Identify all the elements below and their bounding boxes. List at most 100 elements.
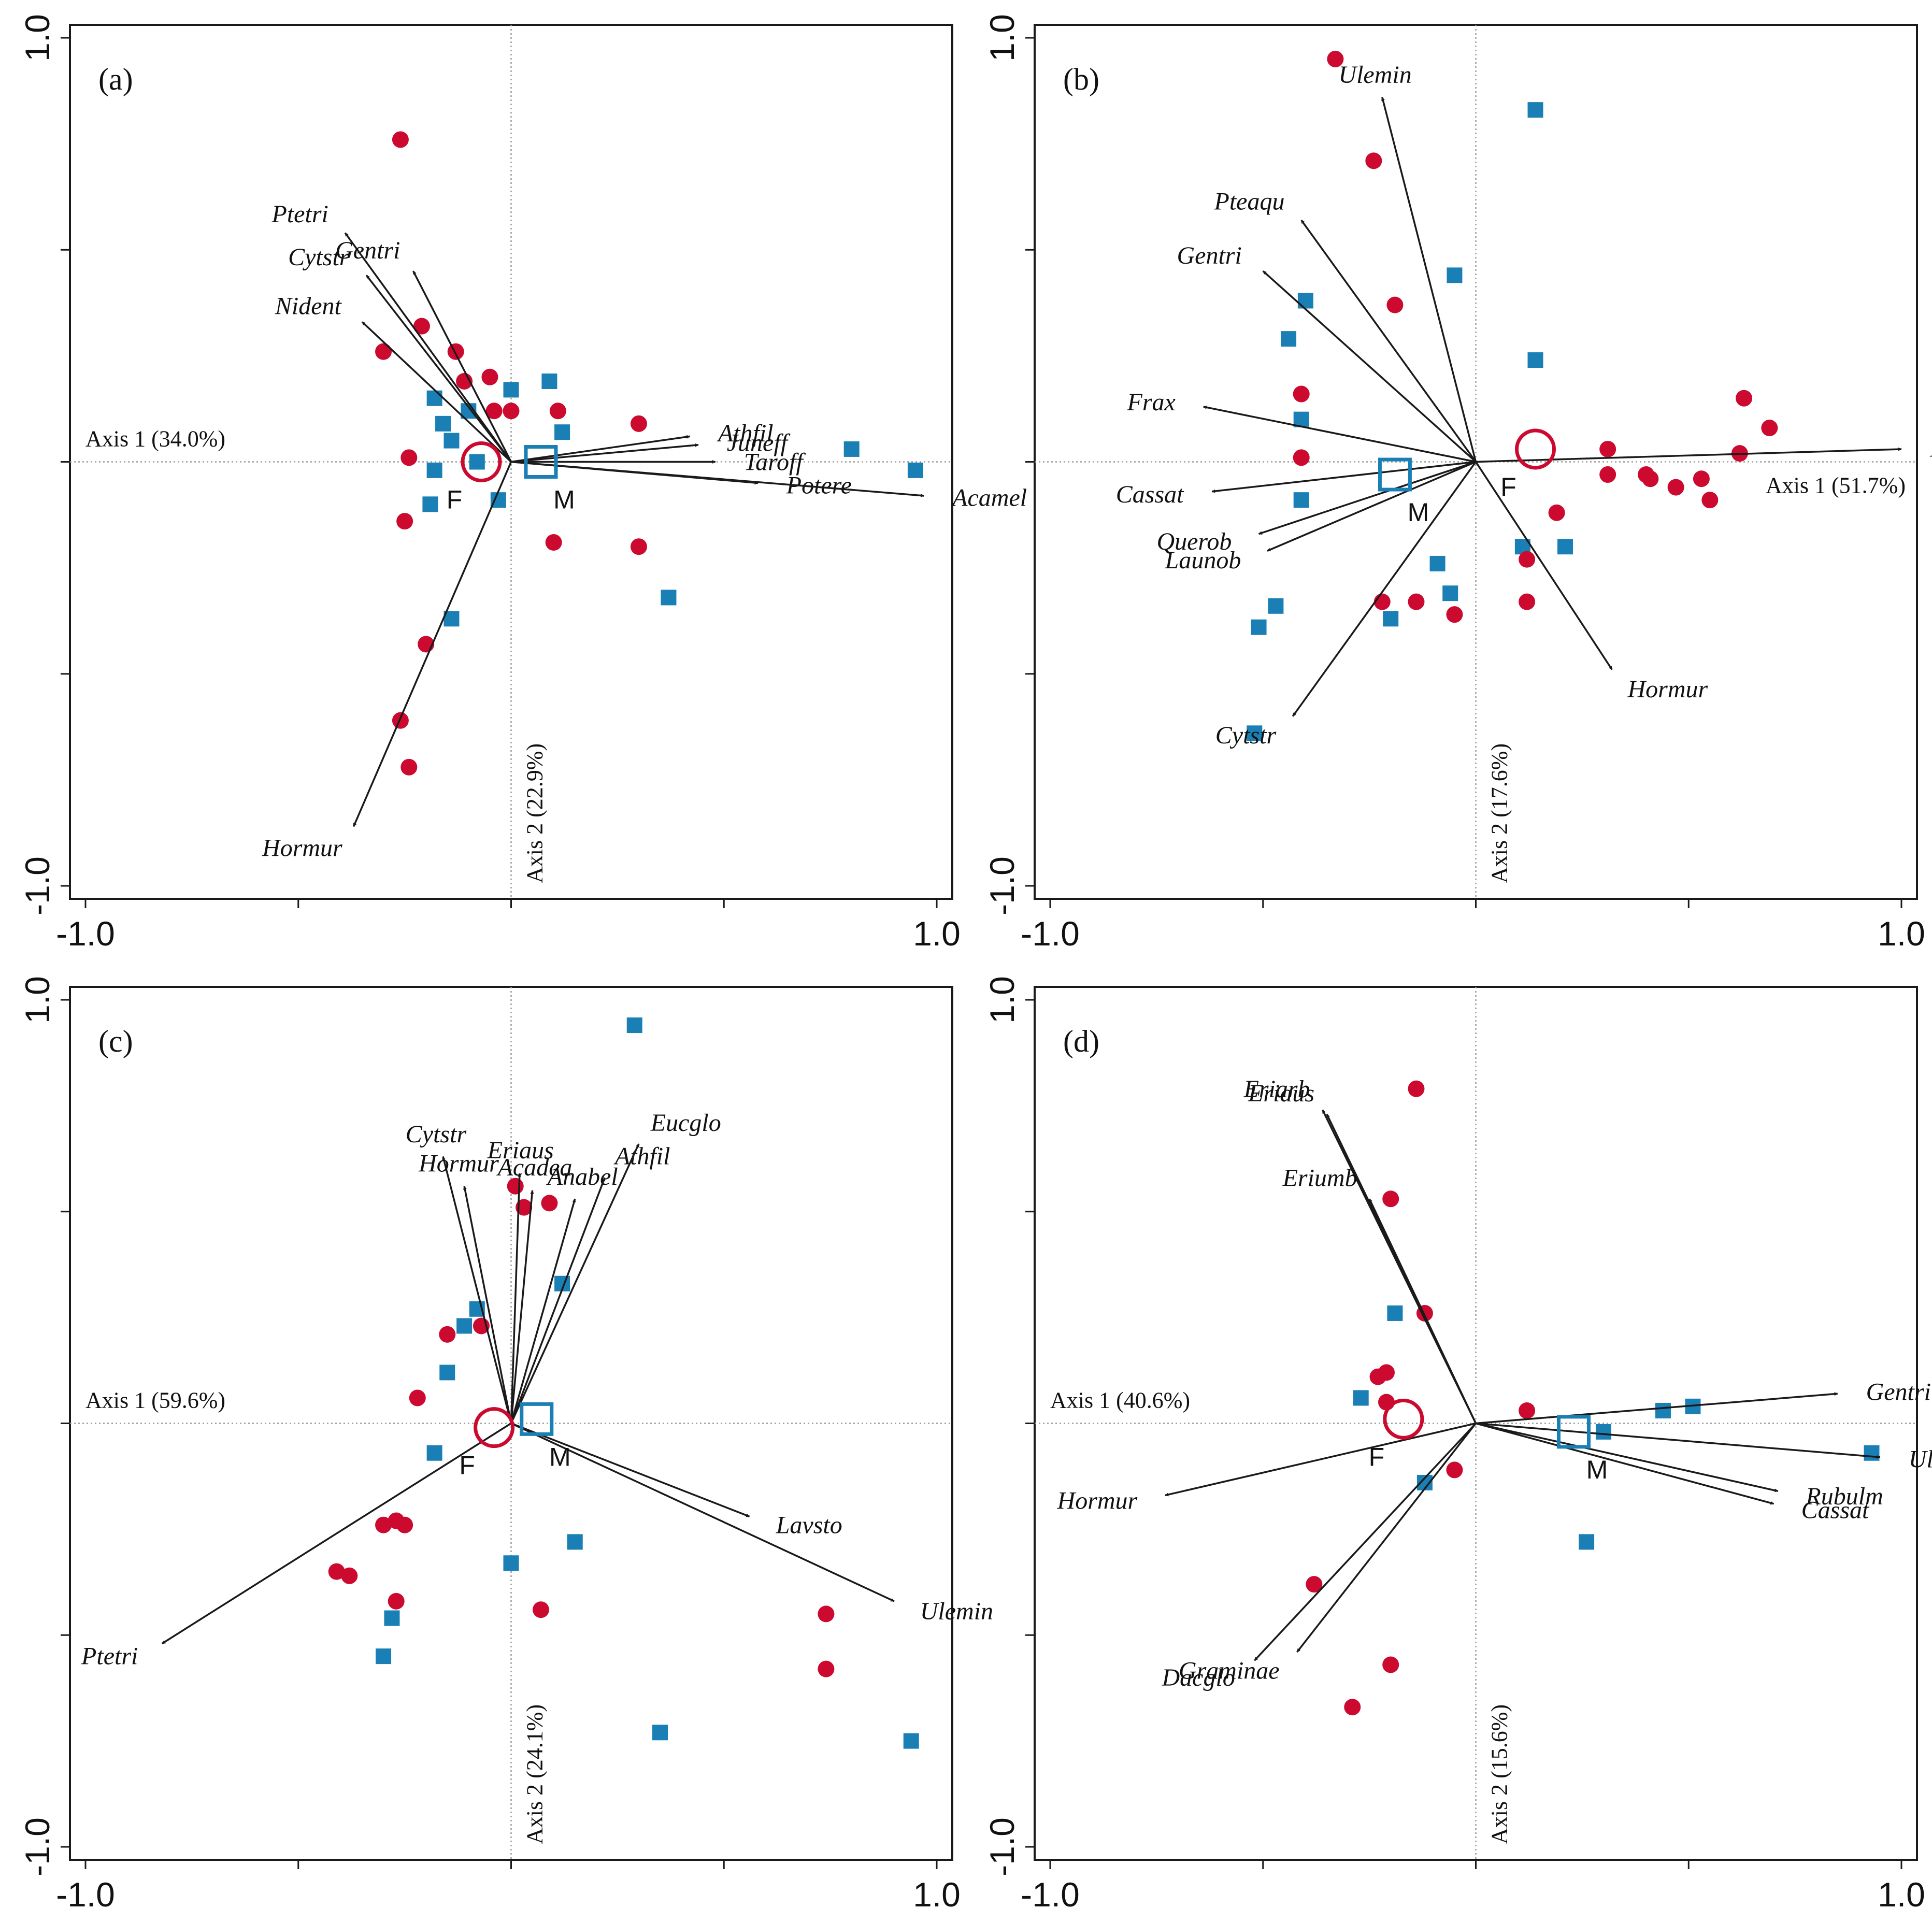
female-site-point xyxy=(409,1389,426,1407)
male-site-point xyxy=(1655,1402,1671,1418)
panel-label: (a) xyxy=(98,62,133,96)
vector-label: Graminae xyxy=(1179,1657,1280,1684)
axis1-label: Axis 1 (40.6%) xyxy=(1050,1388,1190,1413)
x-tick-label-min: -1.0 xyxy=(1021,914,1080,953)
vector-arrow xyxy=(510,1173,522,1424)
axis2-label: Axis 2 (22.9%) xyxy=(522,743,548,883)
vector-arrow xyxy=(1203,405,1476,463)
male-site-point xyxy=(652,1725,668,1741)
vector-label: Eriaus xyxy=(1248,1080,1314,1107)
vector-label: Eriumb xyxy=(1282,1165,1357,1192)
female-centroid xyxy=(461,441,502,482)
female-site-point xyxy=(1761,420,1778,437)
male-site-point xyxy=(661,590,677,606)
male-site-point xyxy=(1864,1445,1880,1461)
vector-arrow xyxy=(161,1423,512,1645)
x-tick-label-max: 1.0 xyxy=(1878,1875,1925,1914)
vector-label: Ulemin xyxy=(920,1598,993,1625)
y-tick-label-max: 1.0 xyxy=(18,14,56,62)
vector-arrow xyxy=(1475,461,1613,670)
male-site-point xyxy=(1595,1424,1611,1440)
female-centroid xyxy=(1515,428,1556,470)
male-site-point xyxy=(1557,539,1573,555)
vector-label: Anabel xyxy=(546,1163,618,1190)
female-site-point xyxy=(1344,1699,1361,1716)
y-tick-label-min: -1.0 xyxy=(983,1817,1021,1876)
vector-arrow xyxy=(442,1156,512,1424)
female-site-point xyxy=(541,1195,558,1212)
vector-arrow xyxy=(510,1198,576,1424)
male-site-point xyxy=(1293,492,1309,508)
male-site-point xyxy=(1527,102,1543,118)
vector-arrow xyxy=(1381,96,1477,462)
panel-label: (b) xyxy=(1063,62,1099,96)
vector-arrow xyxy=(1262,270,1477,463)
male-site-point xyxy=(503,1555,519,1571)
male-centroid xyxy=(524,445,558,479)
y-tick-label-min: -1.0 xyxy=(983,856,1021,915)
female-site-point xyxy=(439,1326,456,1343)
female-site-point xyxy=(1642,470,1659,487)
male-centroid xyxy=(1556,1415,1591,1449)
female-site-point xyxy=(1293,385,1310,403)
axis1-label: Axis 1 (51.7%) xyxy=(1766,473,1906,498)
female-centroid-label: F xyxy=(459,1451,475,1480)
vector-arrow xyxy=(511,443,699,463)
female-site-point xyxy=(1386,296,1404,313)
vector-label: Eriarb xyxy=(1243,1075,1310,1103)
vector-label: Gentri xyxy=(1866,1379,1931,1406)
female-site-point xyxy=(818,1605,835,1623)
x-tick-label-min: -1.0 xyxy=(56,914,115,953)
female-site-point xyxy=(341,1567,358,1584)
female-site-point xyxy=(1382,1656,1399,1673)
panel-d: -1.0 1.0 -1.0 1.0 (d) Axis 1 (40.6%) Axis 2 (1… xyxy=(983,976,1932,1914)
vector-label: Acadea xyxy=(496,1154,573,1181)
male-site-point xyxy=(435,415,451,432)
vector-arrow xyxy=(510,1422,750,1517)
female-site-point xyxy=(1693,470,1710,487)
vector-label: Dacglo xyxy=(1161,1664,1235,1691)
male-site-point xyxy=(439,1365,455,1381)
y-tick-label-min: -1.0 xyxy=(18,1817,56,1876)
male-site-point xyxy=(1447,267,1463,283)
male-site-point xyxy=(1387,1305,1403,1321)
female-site-point xyxy=(1327,50,1344,67)
female-site-point xyxy=(1408,1080,1425,1097)
male-site-point xyxy=(1251,619,1267,635)
vector-label: Lavsto xyxy=(776,1512,842,1539)
vector-label: Querob xyxy=(1156,528,1232,555)
vector-label: Juneff xyxy=(727,429,791,457)
vector-label: Cassat xyxy=(1801,1497,1870,1524)
vector-label: Ptetri xyxy=(271,200,328,228)
male-site-point xyxy=(1281,331,1297,347)
female-site-point xyxy=(1736,390,1753,407)
female-site-point xyxy=(1519,593,1536,610)
y-tick-label-max: 1.0 xyxy=(983,976,1021,1024)
female-site-point xyxy=(400,758,418,776)
female-site-point xyxy=(413,318,430,335)
vector-arrow xyxy=(1476,1422,1779,1493)
male-site-point xyxy=(426,462,442,478)
vector-arrow xyxy=(510,1190,534,1424)
vector-label: Gentri xyxy=(335,237,400,264)
vector-arrow xyxy=(361,321,512,463)
vector-arrow xyxy=(1267,461,1477,552)
female-centroid xyxy=(1383,1398,1424,1440)
vector-label: Pteaqu xyxy=(1214,188,1285,215)
vector-arrow xyxy=(1368,1198,1477,1424)
female-site-point xyxy=(388,1592,405,1610)
male-site-point xyxy=(1247,725,1263,741)
female-site-point xyxy=(1519,551,1536,568)
female-site-point xyxy=(392,712,409,729)
female-site-point xyxy=(1446,606,1463,623)
male-site-point xyxy=(626,1017,642,1034)
vector-label: Launob xyxy=(1165,547,1241,574)
male-site-point xyxy=(426,1445,442,1461)
panel-label: (c) xyxy=(98,1024,133,1058)
panel-c: -1.0 1.0 -1.0 1.0 (c) Axis 1 (59.6%) Axis 2 (2… xyxy=(18,976,993,1914)
x-tick-label-max: 1.0 xyxy=(913,1875,961,1914)
female-site-point xyxy=(1701,492,1719,509)
vector-arrow xyxy=(511,435,691,463)
axis2-label: Axis 2 (17.6%) xyxy=(1487,743,1512,883)
male-centroid xyxy=(520,1402,554,1436)
